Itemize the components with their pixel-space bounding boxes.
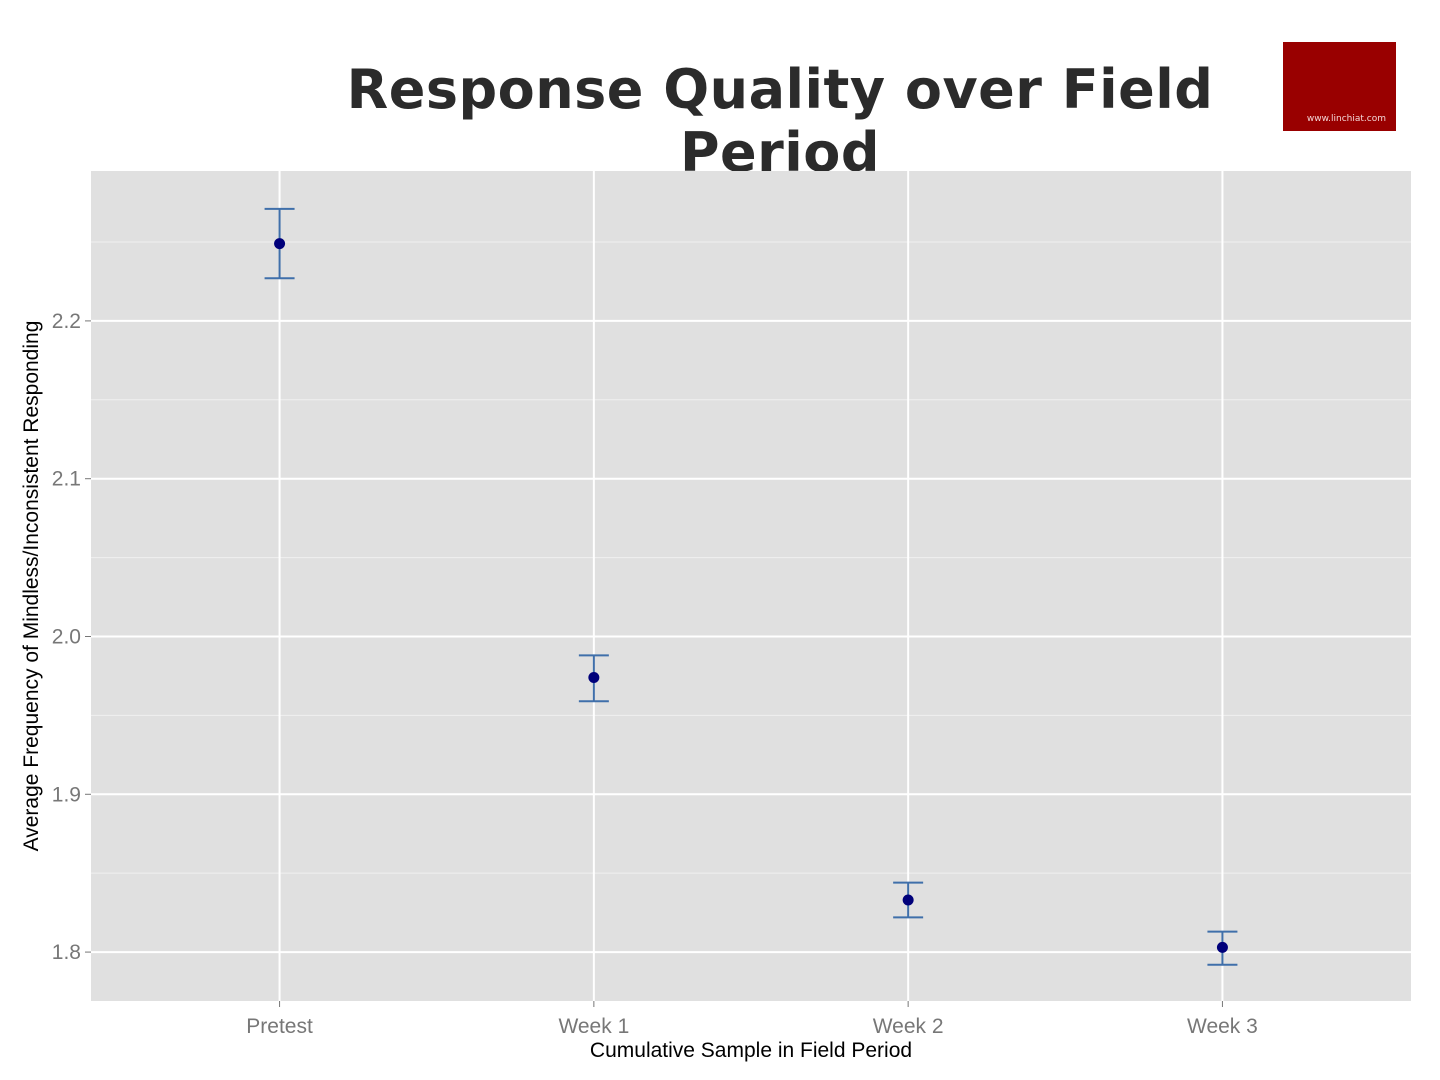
brand-logo: www.linchiat.com (1283, 42, 1396, 131)
y-tick-label: 2.0 (52, 625, 81, 648)
x-tick-label: Week 2 (873, 1015, 944, 1038)
plot-panel (91, 171, 1411, 1001)
x-tick-labels: Pretest Week 1 Week 2 Week 3 (246, 1001, 1258, 1038)
data-point (588, 672, 600, 684)
data-point (1216, 941, 1228, 953)
data-point (902, 894, 914, 906)
x-tick-label: Week 3 (1187, 1015, 1258, 1038)
data-point (274, 238, 286, 250)
x-axis-title: Cumulative Sample in Field Period (590, 1039, 912, 1062)
y-tick-label: 2.1 (52, 468, 81, 491)
y-axis-title: Average Frequency of Mindless/Inconsiste… (20, 321, 43, 852)
y-tick-label: 1.8 (52, 941, 81, 964)
logo-url-text: www.linchiat.com (1306, 114, 1386, 124)
y-tick-labels: 1.8 1.9 2.0 2.1 2.2 (52, 310, 91, 964)
data-marks (264, 207, 1238, 966)
x-tick-label: Week 1 (558, 1015, 629, 1038)
minor-gridlines (91, 241, 1411, 874)
chart-title: Response Quality over Field Period (346, 58, 1214, 184)
y-tick-label: 1.9 (52, 783, 81, 806)
x-tick-label: Pretest (246, 1015, 313, 1038)
y-tick-label: 2.2 (52, 310, 81, 333)
major-gridlines (91, 171, 1411, 1001)
